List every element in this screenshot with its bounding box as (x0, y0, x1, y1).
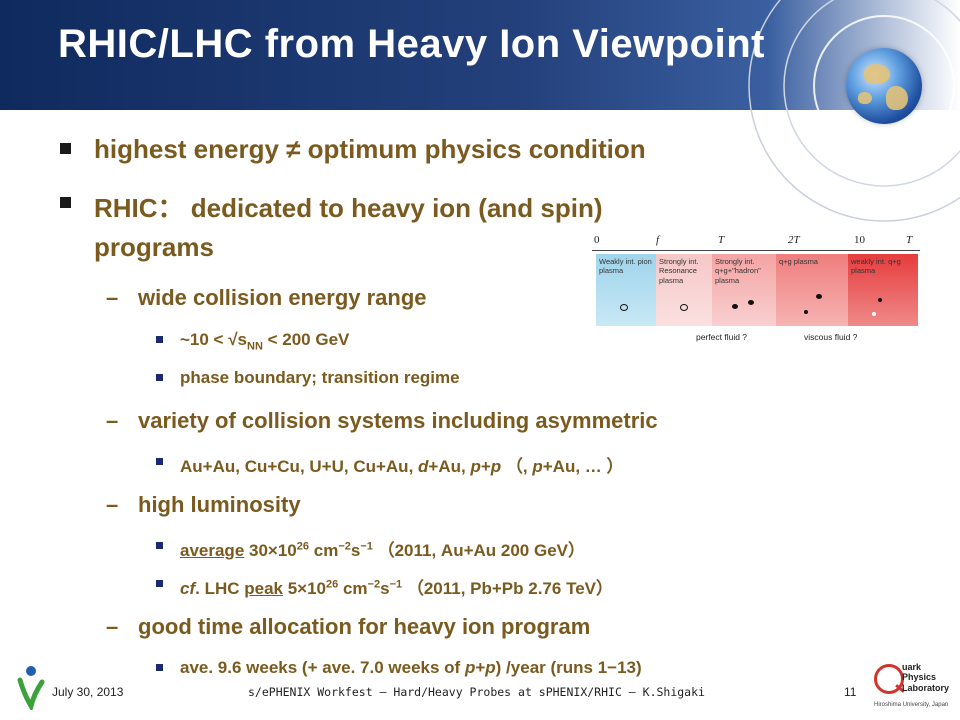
bullet-marker (156, 664, 163, 671)
q-logo-icon (874, 664, 904, 694)
sub-bullet-time-allocation: – good time allocation for heavy ion pro… (106, 614, 591, 639)
bullet-marker (156, 542, 163, 549)
temperature-axis: 0 f T 2T 10 T (592, 232, 920, 251)
bullet-marker (60, 197, 71, 208)
fluid-labels: perfect fluid ? viscous fluid ? (696, 332, 858, 342)
bullet-rhic: RHIC： dedicated to heavy ion (and spin) (60, 188, 603, 225)
sub-bullet-luminosity: – high luminosity (106, 492, 301, 517)
sub-bullet-energy-range: – wide collision energy range (106, 285, 427, 310)
globe-icon (846, 48, 922, 124)
item-phase-boundary: phase boundary; transition regime (156, 368, 460, 388)
footer-date: July 30, 2013 (52, 685, 124, 699)
region-resonance-plasma: Strongly int. Resonance plasma (656, 254, 712, 326)
title-bar (0, 0, 960, 110)
region-pion-plasma: Weakly int. pion plasma (596, 254, 656, 326)
bullet-marker (156, 580, 163, 587)
phase-diagram-figure: 0 f T 2T 10 T Weakly int. pion plasma St… (592, 232, 920, 350)
region-hadron-plasma: Strongly int. q+g+"hadron" plasma (712, 254, 776, 326)
item-lhc-peak-luminosity: cf. LHC peak 5×1026 cm−2s−1 （2011, Pb+Pb… (156, 574, 613, 599)
lab-logo-icon (17, 666, 45, 710)
item-collision-systems: Au+Au, Cu+Cu, U+U, Cu+Au, d+Au, p+p （, p… (156, 452, 624, 477)
sub-bullet-collision-systems: – variety of collision systems including… (106, 408, 658, 433)
page-number: 11 (844, 685, 857, 699)
bullet-marker (156, 458, 163, 465)
bullet-rhic-cont: programs (94, 232, 214, 262)
bullet-marker (156, 374, 163, 381)
region-qg-plasma: q+g plasma (776, 254, 848, 326)
item-average-luminosity: average 30×1026 cm−2s−1 （2011, Au+Au 200… (156, 536, 585, 561)
slide-title: RHIC/LHC from Heavy Ion Viewpoint (58, 22, 765, 66)
bullet-highest-energy: highest energy ≠ optimum physics conditi… (60, 134, 646, 165)
item-energy-range: ~10 < √sNN < 200 GeV (156, 330, 349, 352)
phase-regions: Weakly int. pion plasma Strongly int. Re… (596, 254, 918, 326)
item-weeks-per-year: ave. 9.6 weeks (+ ave. 7.0 weeks of p+p)… (156, 658, 642, 678)
decorative-rings (748, 0, 960, 222)
quark-physics-lab-logo: uark Physics Laboratory Hiroshima Univer… (874, 662, 950, 708)
region-weakly-qg-plasma: weakly int. q+g plasma (848, 254, 918, 326)
bullet-marker (60, 143, 71, 154)
bullet-marker (156, 336, 163, 343)
footer-title: s/ePHENIX Workfest – Hard/Heavy Probes a… (248, 685, 705, 699)
